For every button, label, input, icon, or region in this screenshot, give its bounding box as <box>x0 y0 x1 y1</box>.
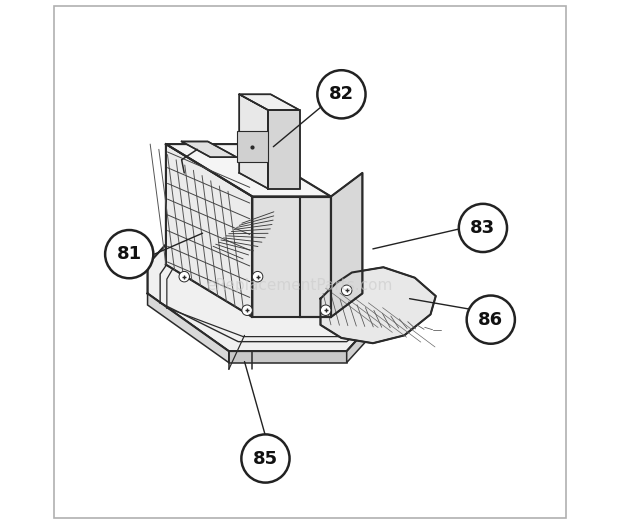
Polygon shape <box>229 351 347 363</box>
Polygon shape <box>148 236 373 351</box>
Polygon shape <box>239 94 299 110</box>
Polygon shape <box>252 196 331 317</box>
Text: eReplacementParts.com: eReplacementParts.com <box>206 278 392 293</box>
Text: 86: 86 <box>478 311 503 329</box>
Circle shape <box>459 204 507 252</box>
Polygon shape <box>182 141 237 157</box>
Text: 85: 85 <box>253 450 278 467</box>
Polygon shape <box>268 110 299 189</box>
Circle shape <box>317 70 366 118</box>
Polygon shape <box>331 173 363 317</box>
Circle shape <box>242 305 252 315</box>
Circle shape <box>105 230 153 278</box>
Text: 81: 81 <box>117 245 142 263</box>
Polygon shape <box>166 144 331 196</box>
Circle shape <box>179 271 190 282</box>
Polygon shape <box>299 196 331 317</box>
Polygon shape <box>148 293 229 363</box>
Polygon shape <box>166 144 252 317</box>
Circle shape <box>342 285 352 296</box>
Text: 82: 82 <box>329 85 354 103</box>
Polygon shape <box>237 131 268 162</box>
Polygon shape <box>321 267 436 343</box>
Circle shape <box>252 271 263 282</box>
Circle shape <box>321 305 331 315</box>
Circle shape <box>467 296 515 344</box>
Polygon shape <box>239 94 268 189</box>
Polygon shape <box>347 322 373 363</box>
Text: 83: 83 <box>471 219 495 237</box>
Circle shape <box>241 434 290 483</box>
